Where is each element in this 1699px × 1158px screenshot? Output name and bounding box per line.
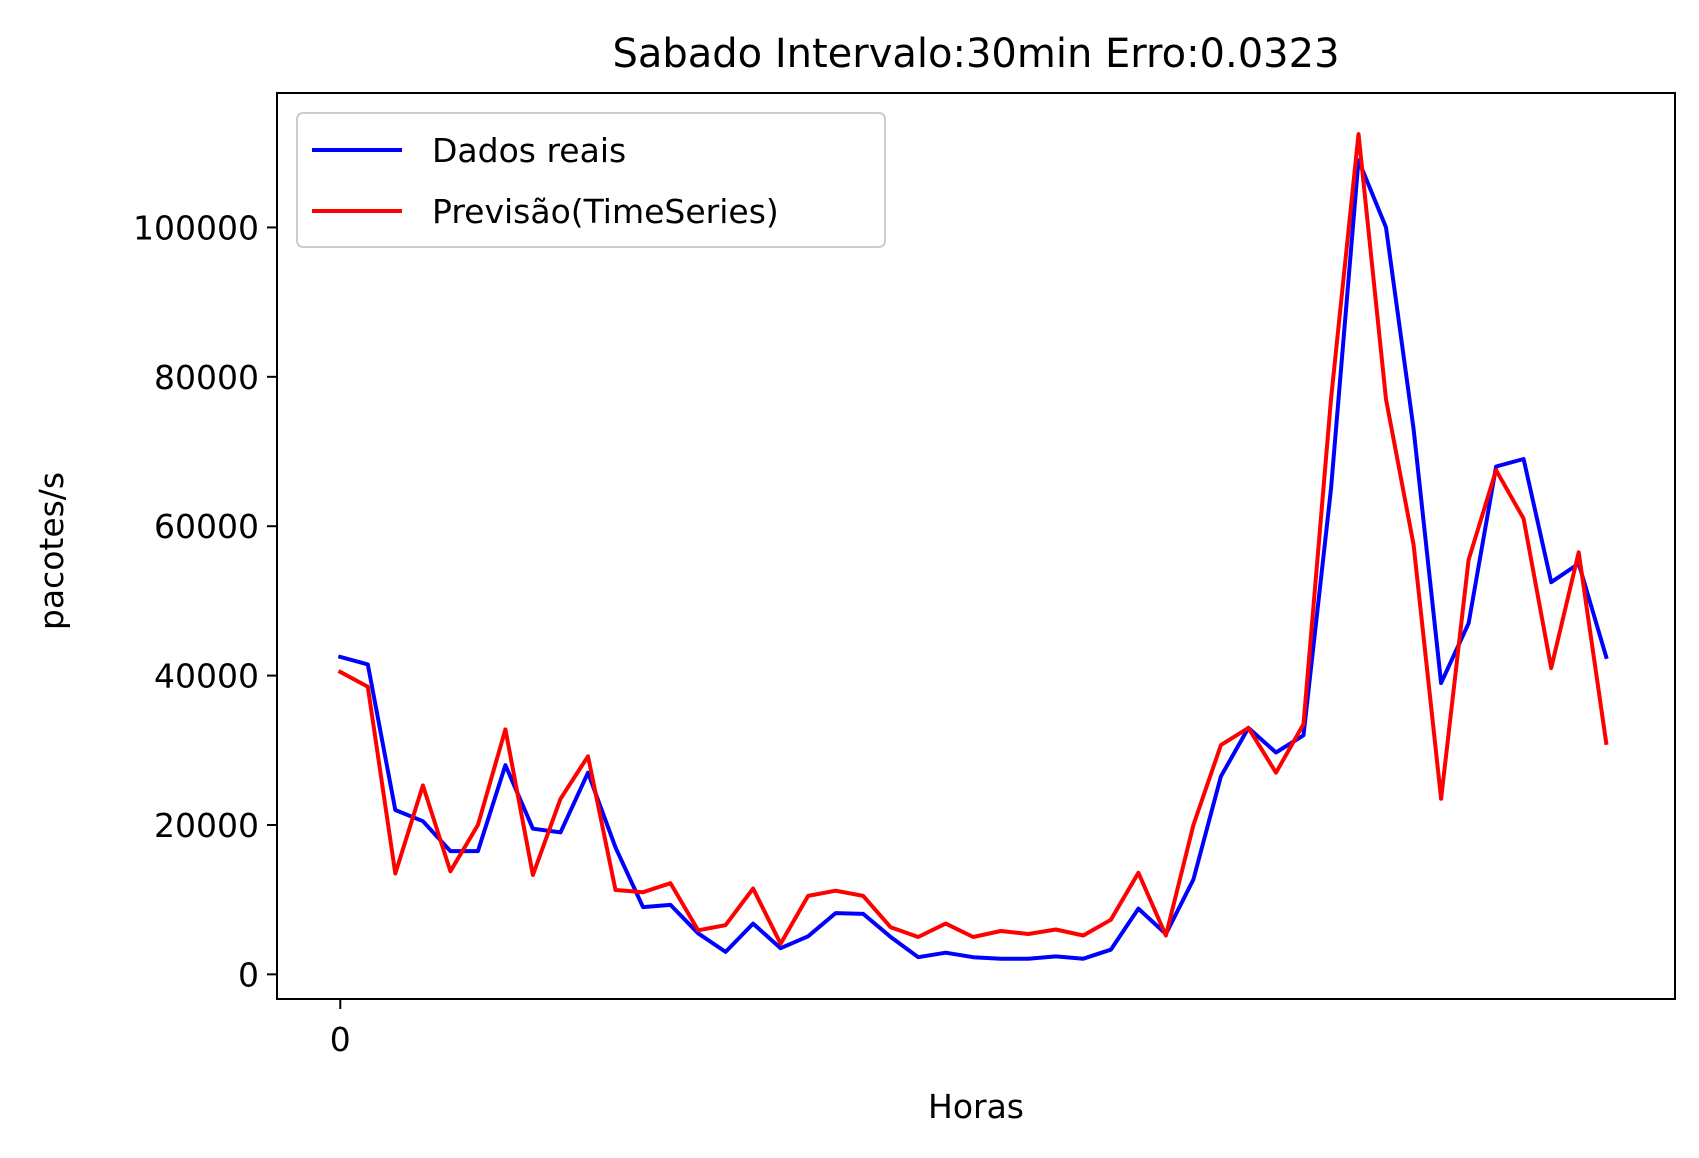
plot-area-frame — [276, 92, 1676, 1000]
x-axis-ticks: 0 — [330, 999, 351, 1059]
legend-label: Previsão(TimeSeries) — [432, 192, 779, 231]
y-axis-ticks: 0 20000 40000 60000 80000 100000 — [133, 208, 277, 994]
series-line-previsao — [337, 132, 1609, 946]
y-tick-label: 60000 — [154, 507, 259, 546]
chart-title: Sabado Intervalo:30min Erro:0.0323 — [612, 31, 1339, 77]
legend-label: Dados reais — [432, 131, 626, 170]
series-layer — [337, 132, 1609, 961]
y-tick-label: 0 — [238, 955, 259, 994]
legend-items: Dados reais Previsão(TimeSeries) — [312, 131, 779, 231]
y-tick-label: 40000 — [154, 657, 259, 696]
legend: Dados reais Previsão(TimeSeries) — [296, 112, 886, 248]
series-line-dados-reais — [337, 158, 1609, 961]
legend-box — [296, 112, 886, 248]
x-tick-label: 0 — [330, 1020, 351, 1059]
y-tick-label: 100000 — [133, 208, 259, 247]
y-tick-label: 20000 — [154, 806, 259, 845]
y-axis-label: pacotes/s — [32, 472, 71, 630]
y-tick-label: 80000 — [154, 358, 259, 397]
x-axis-label: Horas — [928, 1087, 1024, 1126]
